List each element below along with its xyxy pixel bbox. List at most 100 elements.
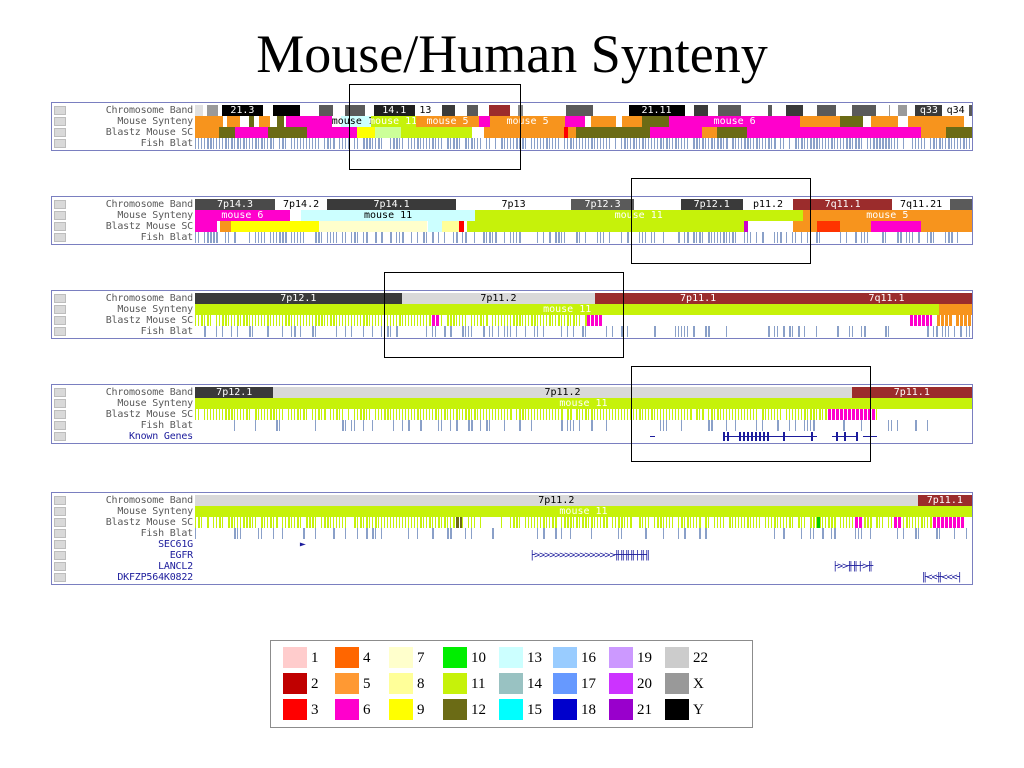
synteny-block[interactable] [839, 116, 864, 127]
chromosome-band[interactable] [680, 199, 743, 210]
track-label-row[interactable]: Fish Blat [52, 420, 195, 431]
chromosome-band[interactable] [816, 105, 837, 116]
synteny-block[interactable] [800, 116, 840, 127]
gene-model-egfr[interactable]: ├>>>>>>>>>>>>>>>>╫╫╫╫┼╫╢ [529, 550, 650, 561]
track-label-row[interactable]: Mouse Synteny [52, 506, 195, 517]
synteny-block[interactable] [945, 127, 972, 138]
synteny-block[interactable] [195, 398, 972, 409]
synteny-block[interactable] [474, 210, 803, 221]
track-label[interactable]: Blastz Mouse SC [105, 221, 194, 232]
synteny-block[interactable] [341, 116, 371, 127]
synteny-block[interactable] [870, 116, 899, 127]
track-label[interactable]: Known Genes [128, 431, 193, 442]
track-toggle-button[interactable] [54, 139, 66, 148]
chromosome-band[interactable] [565, 105, 593, 116]
gene-model-dkfzp564k0822[interactable]: ╟<<╫<<<┤ [921, 572, 962, 583]
track-toggle-button[interactable] [54, 421, 66, 430]
track-label-row[interactable]: Blastz Mouse SC [52, 221, 195, 232]
chromosome-band[interactable] [401, 293, 596, 304]
synteny-block[interactable] [490, 116, 565, 127]
chromosome-band[interactable] [767, 105, 772, 116]
synteny-block[interactable] [375, 127, 401, 138]
track-label-row[interactable]: Chromosome Band [52, 293, 195, 304]
chromosome-band[interactable] [275, 199, 328, 210]
synteny-block[interactable] [289, 210, 302, 221]
synteny-block[interactable] [219, 127, 236, 138]
synteny-block[interactable] [306, 127, 357, 138]
synteny-block[interactable] [428, 221, 443, 232]
chromosome-band[interactable] [950, 199, 972, 210]
track-toggle-button[interactable] [54, 573, 66, 582]
track-label-row[interactable]: Chromosome Band [52, 105, 195, 116]
synteny-block[interactable] [484, 127, 500, 138]
synteny-block[interactable] [195, 210, 290, 221]
synteny-block[interactable] [920, 127, 946, 138]
track-label[interactable]: Blastz Mouse SC [105, 127, 194, 138]
chromosome-band[interactable] [344, 105, 366, 116]
synteny-block[interactable] [235, 127, 269, 138]
track-toggle-button[interactable] [54, 518, 66, 527]
synteny-block[interactable] [285, 116, 332, 127]
track-label-row[interactable]: Mouse Synteny [52, 398, 195, 409]
track-label-row[interactable]: Fish Blat [52, 232, 195, 243]
synteny-block[interactable] [499, 127, 576, 138]
synteny-block[interactable] [459, 221, 464, 232]
track-label[interactable]: Fish Blat [140, 420, 194, 431]
track-label[interactable]: Chromosome Band [105, 387, 194, 398]
synteny-block[interactable] [650, 127, 702, 138]
track-label-row[interactable]: Chromosome Band [52, 199, 195, 210]
synteny-block[interactable] [793, 221, 817, 232]
chromosome-band[interactable] [891, 199, 951, 210]
chromosome-band[interactable] [915, 105, 943, 116]
track-label-row[interactable]: EGFR [52, 550, 195, 561]
track-toggle-button[interactable] [54, 540, 66, 549]
synteny-block[interactable] [746, 127, 921, 138]
track-label[interactable]: Fish Blat [140, 232, 194, 243]
synteny-block[interactable] [356, 127, 376, 138]
chromosome-band[interactable] [456, 199, 572, 210]
synteny-block[interactable] [839, 221, 871, 232]
track-label[interactable]: Mouse Synteny [117, 210, 193, 221]
track-toggle-button[interactable] [54, 128, 66, 137]
track-toggle-button[interactable] [54, 496, 66, 505]
synteny-block[interactable] [195, 506, 972, 517]
synteny-block[interactable] [564, 116, 586, 127]
chromosome-band[interactable] [373, 105, 415, 116]
track-label[interactable]: Chromosome Band [105, 495, 194, 506]
track-label[interactable]: DKFZP564K0822 [117, 572, 193, 583]
track-label-row[interactable]: Fish Blat [52, 326, 195, 337]
synteny-block[interactable] [575, 127, 651, 138]
gene-model-lancl2[interactable]: ├>>╫╫┼>╫ [832, 561, 873, 572]
track-label-row[interactable]: Blastz Mouse SC [52, 409, 195, 420]
track-label[interactable]: Mouse Synteny [117, 304, 193, 315]
track-toggle-button[interactable] [54, 211, 66, 220]
track-label[interactable]: EGFR [169, 550, 193, 561]
synteny-block[interactable] [717, 127, 747, 138]
synteny-block[interactable] [400, 127, 473, 138]
synteny-block[interactable] [641, 116, 669, 127]
track-label[interactable]: Blastz Mouse SC [105, 517, 194, 528]
track-label-row[interactable]: Fish Blat [52, 528, 195, 539]
track-toggle-button[interactable] [54, 388, 66, 397]
chromosome-band[interactable] [851, 105, 877, 116]
track-toggle-button[interactable] [54, 529, 66, 538]
track-label-row[interactable]: Blastz Mouse SC [52, 315, 195, 326]
track-label[interactable]: Fish Blat [140, 326, 194, 337]
synteny-block[interactable] [816, 221, 840, 232]
gene-model-sec61g[interactable]: ► [299, 539, 306, 550]
track-toggle-button[interactable] [54, 562, 66, 571]
chromosome-band[interactable] [327, 199, 457, 210]
synteny-block[interactable] [908, 116, 965, 127]
synteny-block[interactable] [466, 221, 745, 232]
synteny-block[interactable] [591, 116, 617, 127]
synteny-block[interactable] [939, 304, 972, 315]
chromosome-band[interactable] [595, 293, 802, 304]
track-label-row[interactable]: Blastz Mouse SC [52, 517, 195, 528]
chromosome-band[interactable] [851, 387, 972, 398]
chromosome-band[interactable] [272, 105, 300, 116]
synteny-block[interactable] [195, 221, 217, 232]
synteny-block[interactable] [744, 221, 749, 232]
track-label-row[interactable]: Chromosome Band [52, 387, 195, 398]
synteny-block[interactable] [230, 221, 320, 232]
chromosome-band[interactable] [571, 199, 634, 210]
